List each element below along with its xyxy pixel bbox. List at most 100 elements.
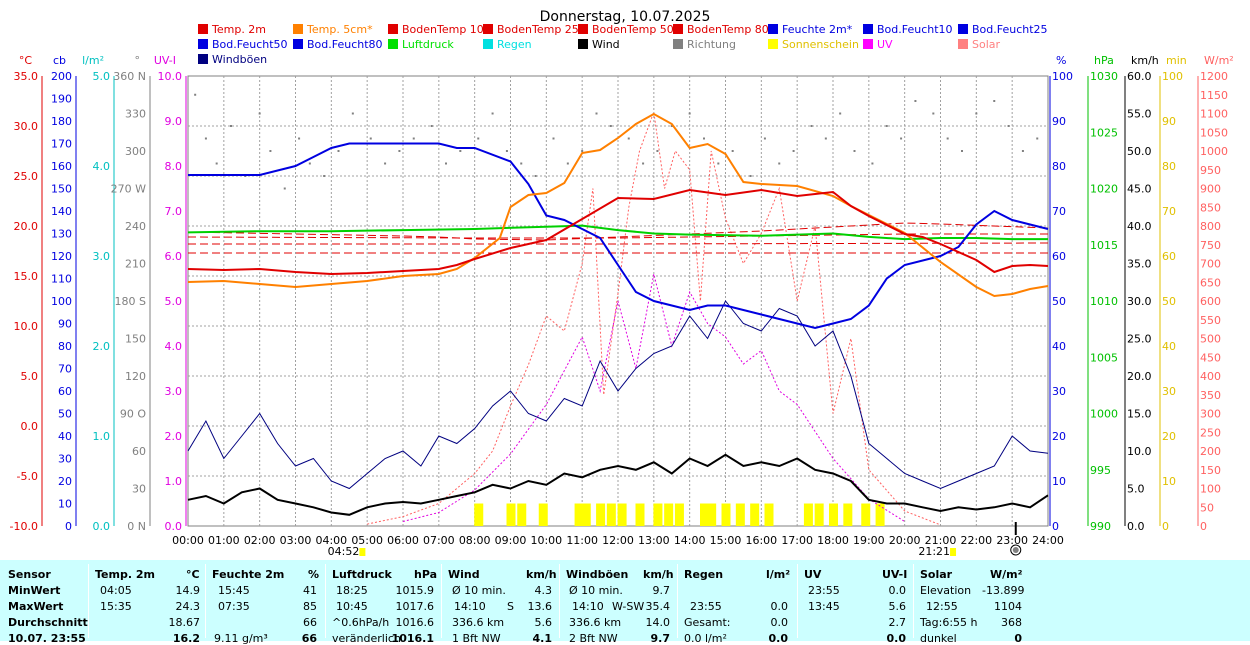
axis-tick-label: 10 [1162,475,1176,488]
axis-tick-label: 10.0 [158,70,183,83]
series-sonnenschein-bar [700,503,709,526]
x-tick-label: 15:00 [710,534,742,547]
series-sonnenschein-bar [664,503,674,526]
series-sonnenschein-bar [596,503,606,526]
axis-tick-label: 600 [1200,295,1221,308]
axis-tick-label: 150 [51,183,72,196]
x-tick-label: 07:00 [423,534,455,547]
series-sonnenschein-bar [764,503,774,526]
stats-cell: 14:10 [572,600,604,613]
stats-cell: 10:45 [336,600,368,613]
axis-unit-cb: cb [53,54,66,67]
series-richtung-point [1007,125,1010,127]
axes: °C 35.0 30.0 25.0 20.0 15.0 10.0 5.0 0.0 -5.0 -10.… [10,54,1234,533]
axis-tick-label: 300 [125,145,146,158]
legend-swatch-temp-5cm [293,24,303,34]
axis-tick-label: 7.0 [165,205,183,218]
legend-swatch-bodentemp-50 [578,24,588,34]
legend-label-temp-5cm: Temp. 5cm* [306,23,373,36]
axis-tick-label: 30.0 [1127,295,1152,308]
x-tick-label: 08:00 [459,534,491,547]
stats-cell: 2 Bft NW [569,632,618,645]
series-windb-en-line [187,300,1049,490]
x-tick-label: 00:00 [172,534,204,547]
series-richtung-point [351,112,354,115]
series-richtung-point [412,137,415,140]
series-richtung-point [477,137,480,140]
series-richtung-point [384,162,387,165]
series-richtung-point [215,162,218,165]
axis-tick-label: 140 [51,205,72,218]
legend-swatch-temp-2m [198,24,208,34]
axis-tick-label: 650 [1200,276,1221,289]
stats-cell: Elevation [920,584,972,597]
axis-tick-label: 130 [51,228,72,241]
series-richtung-point [703,137,705,140]
series-richtung-point [993,100,996,102]
series-sonnenschein-bar [617,503,627,526]
x-tick-label: 17:00 [781,534,813,547]
legend-label-solar: Solar [972,38,1001,51]
stats-cell: 14.9 [175,584,201,597]
axis-tick-label: 60 [1162,250,1176,263]
axis-tick-label: 190 [51,93,72,106]
axis-tick-label: 180 [51,115,72,128]
series-richtung-point [975,112,978,115]
series-temp-2m-line [187,188,1049,276]
axis-unit-uv-i: UV-I [154,54,176,67]
series-richtung-point [871,162,874,165]
axis-unit-w-m: W/m² [1204,54,1234,67]
axis-tick-label: 4.0 [165,340,183,353]
axis-tick-label: 70 [58,363,72,376]
legend-label-bodentemp-50: BodenTemp 50 [592,23,674,36]
series-richtung-point [1021,150,1024,152]
axis-tick-label: 30 [1052,385,1066,398]
axis-tick-label: 1005 [1090,351,1118,364]
axis-tick-label: 90 [58,318,72,331]
axis-tick-label: 90 [1162,115,1176,128]
stats-cell: 85 [303,600,317,613]
stats-cell: 0.0 [770,600,789,613]
weather-chart: Donnerstag, 10.07.2025 Temp. 2m Temp. 5cm… [10,9,1234,558]
series-richtung-point [763,137,766,140]
stats-cell: 1017.6 [395,600,435,613]
stats-cell: 9.11 g/m³ [214,632,268,645]
axis-tick-label: 5.0 [165,295,183,308]
series-sonnenschein-bar [803,503,813,526]
series-richtung-point [792,150,795,152]
series-richtung-point [642,162,645,165]
stats-cell: 15:35 [100,600,132,613]
legend-label-wind: Wind [592,38,620,51]
stats-cell: Durchschnitt [8,616,88,629]
stats-divider [88,564,89,638]
axis-tick-label: 0.0 [93,520,111,533]
legend-label-bod-feucht80: Bod.Feucht80 [307,38,383,51]
chart-title: Donnerstag, 10.07.2025 [540,9,711,25]
stats-cell: 0 [1014,632,1022,645]
series-richtung-point [552,137,555,140]
x-axis: 00:00 01:00 02:00 03:00 04:00 05:00 06:00 07:00… [172,534,1064,547]
axis-tick-label: 60 [1052,250,1066,263]
axis-tick-label: 55.0 [1127,108,1152,121]
series-sonnenschein-bar [653,503,663,526]
series-richtung-point [932,112,935,115]
axis-tick-label: 20.0 [14,220,39,233]
series-richtung-point [946,137,949,140]
legend: Temp. 2m Temp. 5cm* BodenTemp 10 BodenTemp … [198,23,1048,66]
series-richtung-point [369,137,372,140]
stats-divider [325,564,326,638]
axis-tick-label: 240 [125,220,146,233]
legend-swatch-richtung [673,39,683,49]
axis-tick-label: 40 [1162,340,1176,353]
series-richtung-point [323,175,326,177]
legend-label-bodentemp-25: BodenTemp 25 [497,23,579,36]
series-richtung-point [810,125,813,127]
axis-unit-km-h: km/h [1131,54,1159,67]
axis-tick-label: 90 [1052,115,1066,128]
stats-cell: 1015.9 [395,584,435,597]
stats-cell: 5.6 [534,616,553,629]
x-tick-label: 22:00 [960,534,992,547]
axis-tick-label: 15.0 [1127,408,1152,421]
axis-tick-label: 700 [1200,258,1221,271]
axis-tick-label: 100 [51,295,72,308]
